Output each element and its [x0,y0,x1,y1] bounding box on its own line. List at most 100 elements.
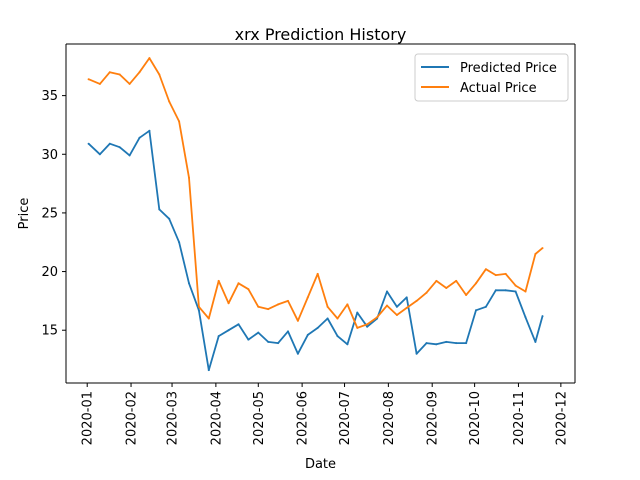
data-point-predicted-price [356,311,359,314]
data-point-actual-price [346,303,349,306]
data-point-predicted-price [237,323,240,326]
data-point-predicted-price [148,129,151,132]
data-point-actual-price [514,284,517,287]
data-point-actual-price [267,308,270,311]
data-point-predicted-price [475,309,477,312]
y-axis-ticks: 15 20 25 30 35 [41,89,66,339]
data-point-actual-price [376,316,379,319]
legend-label-predicted: Predicted Price [460,61,557,76]
data-point-actual-price [455,279,458,282]
data-point-predicted-price [158,208,161,211]
data-point-actual-price [296,319,299,322]
data-point-predicted-price [207,369,210,372]
data-point-actual-price [534,253,537,255]
data-point-predicted-price [108,142,111,145]
data-point-actual-price [356,326,359,329]
data-point-predicted-price [178,241,181,244]
data-point-actual-price [395,314,398,316]
data-point-predicted-price [435,343,438,346]
data-point-actual-price [148,57,151,60]
data-point-predicted-price [277,342,280,345]
data-point-predicted-price [504,289,507,292]
legend-label-actual: Actual Price [460,81,537,96]
data-point-actual-price [108,71,111,74]
data-point-actual-price [336,317,339,320]
data-point-actual-price [524,290,527,293]
data-point-actual-price [138,71,141,74]
data-point-predicted-price [336,335,339,338]
data-point-predicted-price [425,342,428,345]
x-tick-label: 2020-03 [166,391,181,445]
data-point-actual-price [306,296,309,299]
data-point-predicted-price [494,289,497,292]
data-point-predicted-price [395,305,398,308]
data-point-predicted-price [455,342,458,345]
data-point-actual-price [227,302,230,305]
data-point-predicted-price [346,343,349,346]
data-point-actual-price [207,317,210,320]
data-point-predicted-price [306,333,309,336]
data-point-actual-price [484,268,487,271]
legend-box [414,53,569,102]
data-point-actual-price [158,73,161,76]
x-tick-label: 2020-10 [468,391,483,445]
x-axis-label: Date [305,457,336,472]
data-point-predicted-price [366,325,369,328]
y-tick-label: 15 [41,324,58,339]
x-tick-label: 2020-07 [338,391,353,445]
data-point-predicted-price [257,331,260,334]
data-point-predicted-price [316,326,319,329]
data-point-actual-price [425,291,428,294]
data-point-actual-price [475,282,477,285]
x-tick-label: 2020-02 [125,391,140,445]
data-point-predicted-price [405,296,408,299]
data-point-actual-price [197,305,200,308]
y-tick-label: 20 [41,265,58,280]
data-point-predicted-price [541,315,544,318]
data-point-predicted-price [118,146,121,149]
data-point-predicted-price [87,142,90,145]
data-point-predicted-price [188,282,190,285]
x-axis-ticks: 2020-01 2020-02 2020-03 2020-04 2020-05 2020-… [81,383,569,445]
data-point-actual-price [386,304,388,307]
data-point-predicted-price [138,136,141,139]
legend: Predicted Price Actual Price [414,53,569,102]
data-point-predicted-price [465,342,468,345]
axes-frame [65,43,576,384]
data-point-actual-price [415,299,418,302]
data-point-actual-price [277,303,280,306]
data-point-actual-price [366,323,369,326]
data-point-predicted-price [197,309,200,312]
data-point-actual-price [128,82,131,85]
data-point-actual-price [494,274,497,277]
data-point-predicted-price [217,335,220,338]
x-tick-label: 2020-06 [296,391,311,445]
data-point-actual-price [98,82,101,85]
data-point-actual-price [435,279,438,282]
data-point-actual-price [168,100,171,103]
y-tick-label: 25 [41,206,58,221]
data-point-predicted-price [534,340,537,343]
data-point-predicted-price [386,290,388,293]
series-layer [87,57,544,372]
data-point-actual-price [257,305,260,308]
data-point-actual-price [118,73,121,76]
data-point-actual-price [316,272,319,275]
data-point-predicted-price [287,330,289,333]
data-point-actual-price [247,288,250,291]
data-point-actual-price [178,120,181,123]
data-point-predicted-price [524,316,527,319]
data-point-predicted-price [267,340,270,343]
data-point-predicted-price [128,154,131,157]
y-tick-label: 30 [41,148,58,163]
data-point-actual-price [405,306,408,309]
x-tick-label: 2020-08 [382,391,397,445]
x-tick-label: 2020-01 [81,391,96,445]
data-point-predicted-price [98,153,101,156]
chart-title: xrx Prediction History [235,25,407,44]
data-point-predicted-price [514,290,517,293]
x-tick-label: 2020-04 [209,391,224,445]
data-point-predicted-price [326,317,329,320]
x-tick-label: 2020-11 [512,391,527,445]
